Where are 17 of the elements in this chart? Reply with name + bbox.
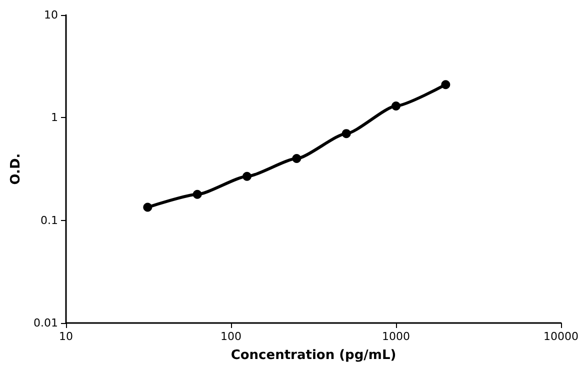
y-tick-label: 10 bbox=[44, 8, 58, 22]
point bbox=[143, 202, 152, 212]
point bbox=[292, 154, 302, 164]
point bbox=[441, 80, 450, 90]
x-tick-label: 10000 bbox=[544, 330, 578, 343]
point bbox=[242, 172, 252, 181]
y-tick-label: 0.01 bbox=[34, 316, 58, 330]
y-tick-label: 1 bbox=[51, 111, 58, 124]
point bbox=[342, 129, 351, 138]
point bbox=[392, 101, 400, 110]
x-tick-label: 1000 bbox=[382, 330, 410, 343]
point bbox=[192, 190, 202, 199]
y-tick-label: 0.1 bbox=[40, 214, 58, 227]
y-axis-title: O.D. bbox=[8, 153, 24, 185]
x-tick-label: 100 bbox=[220, 330, 242, 343]
x-tick-label: 10 bbox=[59, 330, 73, 343]
x-axis-title: Concentration (pg/mL) bbox=[230, 348, 396, 363]
